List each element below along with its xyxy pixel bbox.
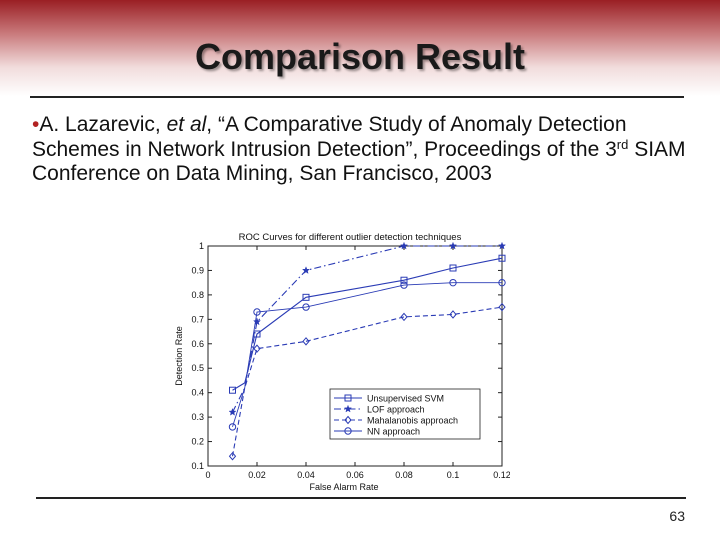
series-square bbox=[229, 254, 506, 394]
x-tick-label: 0.04 bbox=[297, 470, 315, 480]
y-tick-label: 0.9 bbox=[191, 265, 204, 275]
data-point bbox=[252, 317, 262, 326]
data-point bbox=[302, 303, 310, 311]
y-axis-ticks: 0.1 0.2 0.3 0.4 0.5 0.6 0.7 0.8 0.9 1 bbox=[191, 241, 502, 471]
data-point bbox=[498, 302, 506, 312]
citation-part-1: A. Lazarevic, bbox=[39, 113, 167, 136]
chart-title: ROC Curves for different outlier detecti… bbox=[239, 232, 462, 243]
y-tick-label: 0.5 bbox=[191, 363, 204, 373]
x-tick-label: 0.08 bbox=[395, 470, 413, 480]
series-line bbox=[232, 257, 503, 391]
y-tick-label: 1 bbox=[199, 241, 204, 251]
legend-label: NN approach bbox=[367, 427, 420, 437]
page-number: 63 bbox=[669, 508, 685, 524]
citation-part-2: , “A Comparative Study of Anomaly Detect… bbox=[32, 113, 627, 161]
bullet-icon: • bbox=[32, 113, 40, 136]
y-tick-label: 0.3 bbox=[191, 412, 204, 422]
y-axis-label: Detection Rate bbox=[174, 326, 184, 386]
legend-marker bbox=[343, 404, 353, 413]
x-axis-ticks: 0 0.02 0.04 0.06 0.08 0.1 0.12 bbox=[205, 246, 510, 480]
data-point bbox=[497, 241, 507, 250]
series-line bbox=[232, 282, 502, 428]
data-point bbox=[253, 330, 261, 338]
data-point bbox=[498, 278, 506, 287]
citation-et-al: et al bbox=[166, 113, 207, 136]
x-tick-label: 0.02 bbox=[248, 470, 266, 480]
y-tick-label: 0.2 bbox=[191, 437, 204, 447]
x-tick-label: 0.12 bbox=[493, 470, 510, 480]
series-diamond bbox=[228, 302, 506, 461]
citation-superscript: rd bbox=[616, 136, 629, 152]
series-star bbox=[228, 241, 507, 416]
data-point bbox=[400, 276, 408, 284]
x-tick-label: 0.06 bbox=[346, 470, 364, 480]
data-point bbox=[228, 423, 237, 431]
legend-label: Mahalanobis approach bbox=[367, 416, 458, 426]
footer-divider bbox=[36, 497, 686, 499]
legend-marker bbox=[344, 415, 352, 425]
title-divider bbox=[30, 96, 684, 98]
y-tick-label: 0.4 bbox=[191, 388, 204, 398]
citation-part-3: SIAM Conference on Data Mining, San Fran… bbox=[32, 137, 686, 186]
series-line bbox=[231, 306, 503, 457]
y-tick-label: 0.7 bbox=[191, 314, 204, 324]
x-axis-label: False Alarm Rate bbox=[309, 482, 378, 492]
data-point bbox=[301, 266, 311, 274]
data-point bbox=[400, 281, 408, 289]
data-point bbox=[302, 293, 310, 301]
data-point bbox=[399, 241, 409, 250]
legend-marker bbox=[344, 427, 352, 435]
citation-text: •A. Lazarevic, et al, “A Comparative Stu… bbox=[32, 113, 692, 187]
y-tick-label: 0.8 bbox=[191, 290, 204, 300]
y-tick-label: 0.1 bbox=[191, 461, 204, 471]
header-band bbox=[0, 0, 720, 96]
series-layer bbox=[228, 241, 507, 461]
data-point bbox=[400, 312, 408, 322]
roc-chart: ROC Curves for different outlier detecti… bbox=[174, 232, 510, 492]
legend-label: LOF approach bbox=[367, 405, 425, 415]
data-point bbox=[449, 264, 457, 272]
data-point bbox=[449, 310, 457, 319]
slide-title: Comparison Result bbox=[194, 36, 526, 77]
x-tick-label: 0.1 bbox=[447, 470, 460, 480]
data-point bbox=[228, 407, 237, 416]
series-circle bbox=[228, 278, 506, 431]
data-point bbox=[228, 451, 237, 461]
data-point bbox=[229, 386, 236, 394]
data-point bbox=[448, 241, 458, 250]
x-tick-label: 0 bbox=[205, 470, 210, 480]
data-point bbox=[253, 308, 261, 316]
data-point bbox=[498, 254, 506, 262]
legend-label: Unsupervised SVM bbox=[367, 394, 444, 404]
y-tick-label: 0.6 bbox=[191, 339, 204, 349]
data-point bbox=[302, 337, 310, 346]
data-point bbox=[253, 344, 261, 353]
legend-marker bbox=[344, 394, 352, 402]
data-point bbox=[449, 278, 457, 287]
